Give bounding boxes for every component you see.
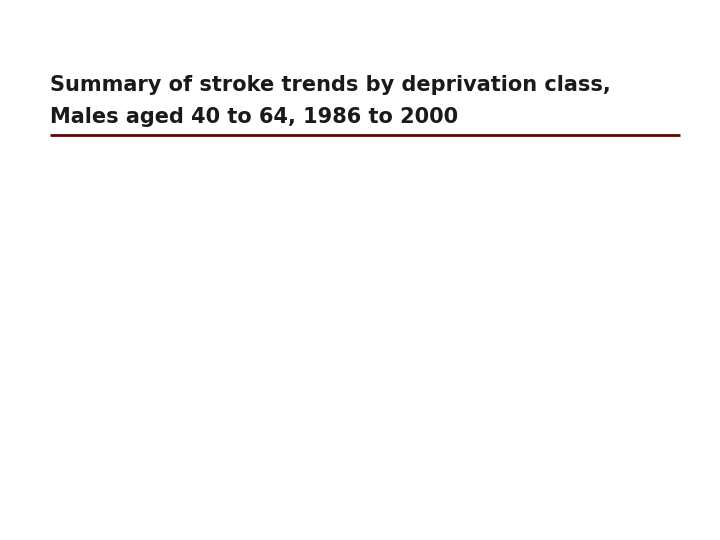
Text: Males aged 40 to 64, 1986 to 2000: Males aged 40 to 64, 1986 to 2000	[50, 107, 458, 127]
Text: Summary of stroke trends by deprivation class,: Summary of stroke trends by deprivation …	[50, 75, 611, 95]
